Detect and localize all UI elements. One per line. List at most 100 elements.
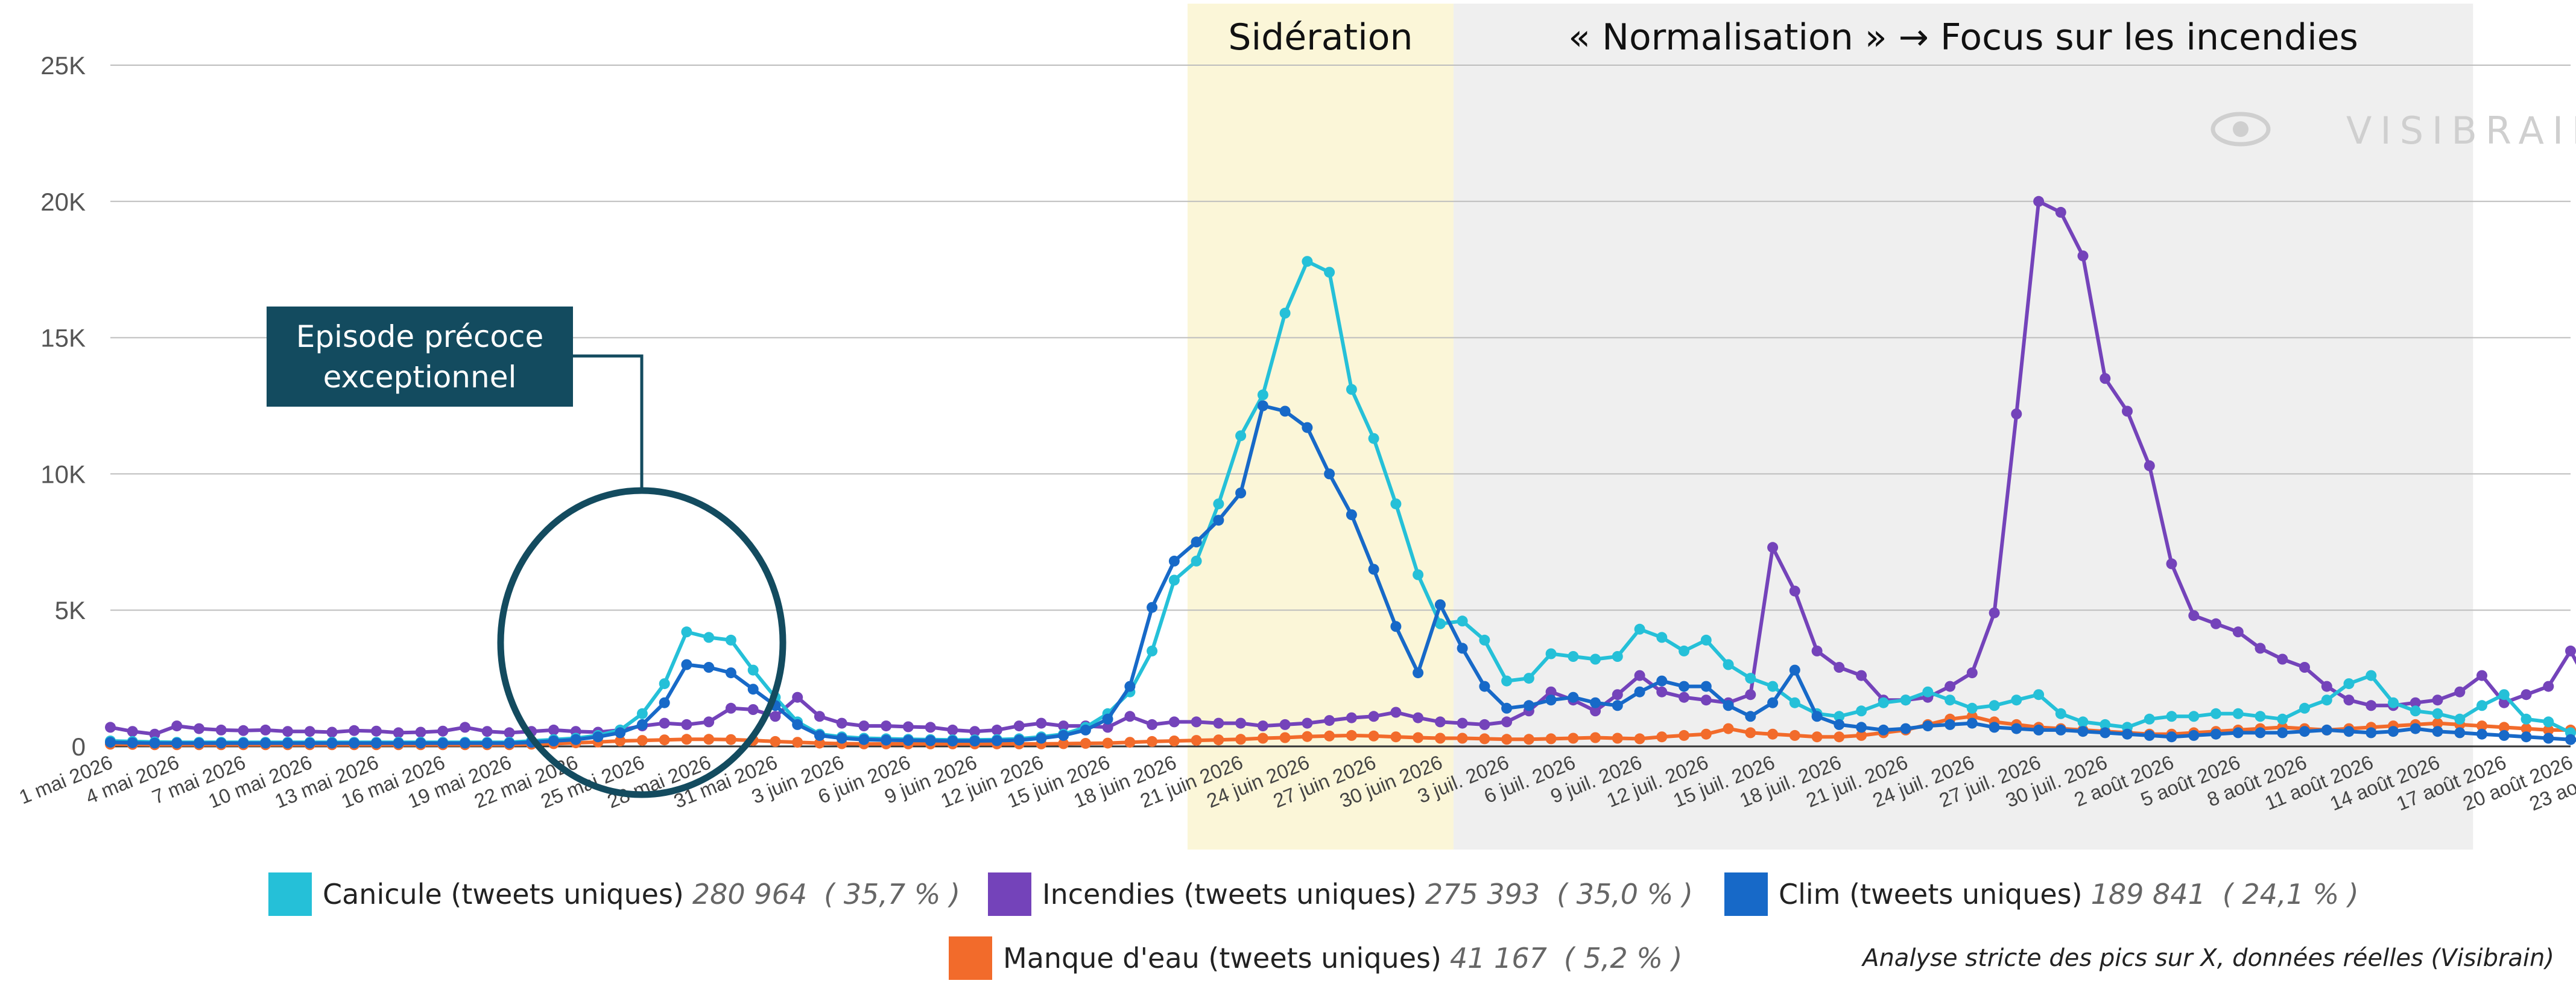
data-point[interactable]	[770, 711, 781, 722]
data-point[interactable]	[215, 724, 227, 736]
data-point[interactable]	[548, 736, 559, 746]
data-point[interactable]	[1634, 623, 1645, 635]
data-point[interactable]	[481, 726, 493, 737]
data-point[interactable]	[1413, 712, 1424, 723]
data-point[interactable]	[570, 734, 581, 745]
data-point[interactable]	[1501, 675, 1513, 687]
data-point[interactable]	[1235, 717, 1247, 729]
data-point[interactable]	[2277, 727, 2288, 739]
data-point[interactable]	[2498, 729, 2510, 741]
data-point[interactable]	[814, 711, 825, 722]
data-point[interactable]	[1235, 430, 1247, 442]
data-point[interactable]	[2055, 206, 2066, 218]
data-point[interactable]	[2543, 724, 2554, 736]
data-point[interactable]	[127, 726, 138, 737]
data-point[interactable]	[747, 704, 759, 715]
data-point[interactable]	[2100, 719, 2111, 730]
data-point[interactable]	[149, 728, 160, 740]
data-point[interactable]	[194, 737, 204, 749]
data-point[interactable]	[2366, 727, 2377, 739]
data-point[interactable]	[349, 725, 360, 736]
data-point[interactable]	[703, 716, 715, 728]
data-point[interactable]	[2077, 250, 2089, 262]
data-point[interactable]	[2299, 726, 2310, 737]
data-point[interactable]	[504, 737, 515, 749]
data-point[interactable]	[215, 737, 227, 749]
data-point[interactable]	[1191, 716, 1202, 728]
data-point[interactable]	[1346, 509, 1357, 521]
data-point[interactable]	[460, 722, 470, 733]
data-point[interactable]	[1523, 673, 1534, 684]
data-point[interactable]	[304, 737, 315, 749]
data-point[interactable]	[2011, 408, 2022, 419]
data-point[interactable]	[1346, 729, 1357, 741]
data-point[interactable]	[1257, 720, 1268, 732]
data-point[interactable]	[1767, 728, 1779, 740]
data-point[interactable]	[925, 735, 936, 746]
data-point[interactable]	[1279, 405, 1291, 417]
data-point[interactable]	[1213, 717, 1224, 729]
data-point[interactable]	[792, 737, 803, 748]
data-point[interactable]	[1124, 737, 1136, 748]
data-point[interactable]	[1479, 719, 1490, 730]
data-point[interactable]	[2476, 720, 2487, 732]
data-point[interactable]	[1501, 702, 1513, 714]
data-point[interactable]	[2210, 708, 2221, 719]
data-point[interactable]	[1811, 711, 1823, 722]
data-point[interactable]	[1612, 700, 1623, 711]
data-point[interactable]	[1501, 716, 1513, 728]
data-point[interactable]	[194, 723, 204, 734]
data-point[interactable]	[2543, 716, 2554, 728]
data-point[interactable]	[2476, 728, 2487, 740]
data-point[interactable]	[725, 667, 736, 679]
data-point[interactable]	[1767, 681, 1779, 692]
data-point[interactable]	[2299, 702, 2310, 714]
data-point[interactable]	[1745, 711, 1756, 722]
data-point[interactable]	[1257, 400, 1268, 412]
data-point[interactable]	[1279, 732, 1291, 743]
data-point[interactable]	[1966, 702, 1978, 714]
data-point[interactable]	[1922, 720, 1934, 732]
data-point[interactable]	[1457, 643, 1468, 654]
data-point[interactable]	[1434, 732, 1446, 744]
data-point[interactable]	[2033, 195, 2045, 207]
data-point[interactable]	[636, 735, 648, 746]
data-point[interactable]	[1058, 729, 1069, 741]
data-point[interactable]	[991, 724, 1002, 736]
data-point[interactable]	[304, 726, 315, 737]
data-point[interactable]	[171, 720, 183, 732]
data-point[interactable]	[1856, 722, 1867, 733]
data-point[interactable]	[1368, 433, 1379, 444]
data-point[interactable]	[1989, 722, 2000, 733]
data-point[interactable]	[1168, 555, 1180, 567]
data-point[interactable]	[1878, 697, 1889, 708]
data-point[interactable]	[326, 737, 338, 749]
data-point[interactable]	[2432, 708, 2443, 719]
data-point[interactable]	[2100, 373, 2111, 384]
data-point[interactable]	[659, 697, 670, 708]
data-point[interactable]	[1102, 722, 1113, 733]
data-point[interactable]	[460, 737, 470, 749]
data-point[interactable]	[1789, 697, 1800, 708]
data-point[interactable]	[238, 725, 249, 736]
data-point[interactable]	[1302, 717, 1313, 729]
data-point[interactable]	[1457, 732, 1468, 744]
data-point[interactable]	[282, 737, 293, 749]
data-point[interactable]	[2255, 711, 2266, 722]
data-point[interactable]	[1723, 700, 1734, 711]
data-point[interactable]	[437, 737, 449, 749]
data-point[interactable]	[1545, 733, 1557, 745]
data-point[interactable]	[2277, 653, 2288, 665]
data-point[interactable]	[1679, 729, 1690, 741]
data-point[interactable]	[1147, 736, 1158, 747]
data-point[interactable]	[1013, 734, 1025, 746]
data-point[interactable]	[1900, 694, 1911, 706]
data-point[interactable]	[2521, 723, 2532, 734]
data-point[interactable]	[1590, 732, 1601, 743]
data-point[interactable]	[2565, 734, 2576, 745]
data-point[interactable]	[371, 725, 382, 737]
data-point[interactable]	[1723, 723, 1734, 734]
data-point[interactable]	[1324, 715, 1335, 726]
data-point[interactable]	[2521, 689, 2532, 701]
data-point[interactable]	[881, 734, 892, 746]
